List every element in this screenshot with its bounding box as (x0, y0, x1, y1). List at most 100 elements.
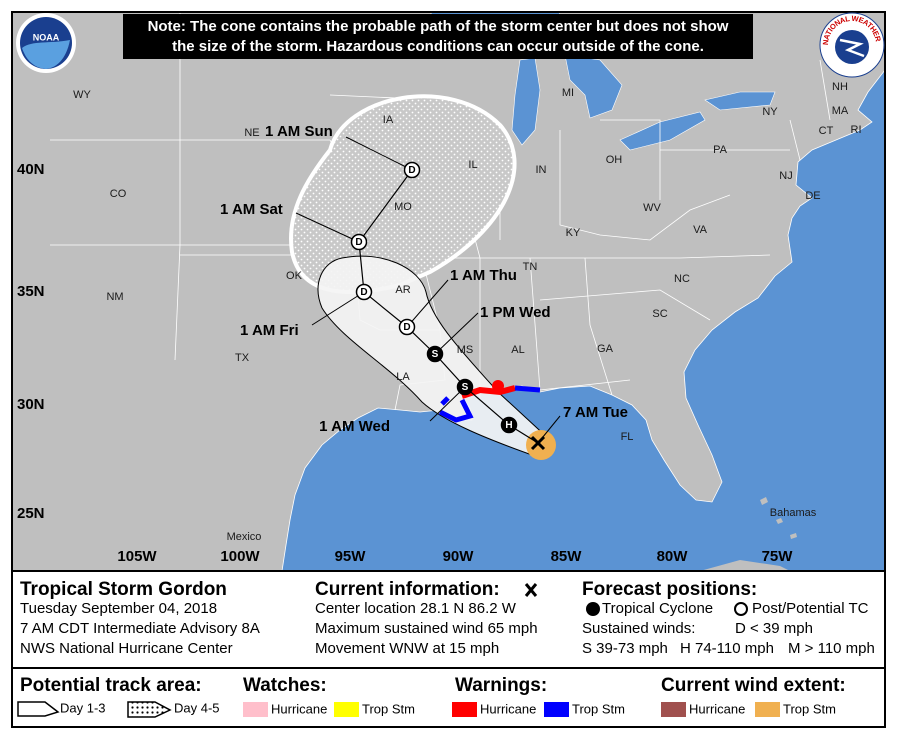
place-label: DE (805, 190, 820, 202)
time-pointer (295, 212, 360, 243)
ts-warning (440, 396, 450, 406)
forecast-time: 1 PM Wed (480, 304, 551, 321)
place-label: MI (562, 87, 574, 99)
place-label: WV (643, 202, 661, 214)
place-label: OH (606, 154, 623, 166)
warn-ts: Trop Stm (572, 701, 625, 716)
latitude-label: 35N (17, 283, 45, 300)
place-label: IN (536, 164, 547, 176)
forecast-time: 1 AM Sun (265, 123, 333, 140)
place-label: IL (468, 159, 477, 171)
forecast-point (350, 233, 368, 251)
bahamas (760, 497, 797, 539)
storm-date: Tuesday September 04, 2018 (20, 600, 217, 617)
watch-ts: Trop Stm (362, 701, 415, 716)
storm-name: Tropical Storm Gordon (20, 579, 227, 600)
coastal-warnings (438, 380, 541, 423)
current-icon (524, 583, 538, 597)
place-label: NY (762, 106, 778, 118)
latitude-label: 25N (17, 505, 45, 522)
place-label: VA (693, 224, 708, 236)
map-labels: WY NE IA IL IN OH MI PA NY NH MA CT RI NJ DE CO MO KY WV VA… (17, 81, 862, 565)
note-line: the size of the storm. Hazardous conditi… (172, 38, 704, 55)
latitude-label: 40N (17, 161, 45, 178)
forecast-time: 1 AM Fri (240, 322, 299, 339)
day45-label: Day 4-5 (174, 700, 220, 715)
place-label: NJ (779, 170, 792, 182)
noaa-text: NOAA (33, 32, 60, 42)
place-label: TN (523, 261, 538, 273)
warn-hurricane: Hurricane (480, 701, 536, 716)
place-label: AL (511, 344, 524, 356)
hurricane-warning (492, 380, 504, 392)
longitude-label: 95W (335, 548, 367, 565)
place-label: NM (106, 291, 123, 303)
wind-heading: Current wind extent: (661, 675, 846, 696)
forecast-point (456, 378, 474, 396)
place-label: MS (457, 344, 474, 356)
day13-icon (17, 701, 60, 717)
hurricane-warning (461, 385, 516, 399)
forecast-letter: S (432, 349, 439, 360)
place-label: MO (394, 201, 412, 213)
longitude-label: 100W (220, 548, 260, 565)
ptc-label: Post/Potential TC (752, 600, 869, 617)
forecast-letter: D (360, 287, 367, 298)
wind-ts: Trop Stm (783, 701, 836, 716)
issuer: NWS National Hurricane Center (20, 640, 233, 657)
tc-label: Tropical Cyclone (602, 600, 713, 617)
day45-area (289, 94, 517, 294)
place-label: AR (395, 284, 410, 296)
longitude-label: 80W (657, 548, 689, 565)
day45-icon (127, 701, 172, 718)
forecast-point (403, 161, 421, 179)
place-label: NE (244, 127, 259, 139)
map (12, 12, 885, 571)
latitude-label: 30N (17, 396, 45, 413)
place-label: FL (621, 431, 634, 443)
wind-m: M > 110 mph (788, 640, 875, 657)
watch-hurricane: Hurricane (271, 701, 327, 716)
place-label: RI (851, 124, 862, 136)
wind-s: S 39-73 mph (582, 640, 668, 657)
noaa-logo: NOAA (16, 13, 76, 73)
forecast-time: 1 AM Thu (450, 267, 517, 284)
watch-hurricane-swatch (243, 702, 268, 717)
warn-ts-swatch (544, 702, 569, 717)
forecast-letter: S (462, 382, 469, 393)
place-label: GA (597, 343, 614, 355)
current-time: 7 AM Tue (563, 404, 628, 421)
forecast-letter: D (355, 237, 362, 248)
time-pointer (434, 312, 479, 355)
wind-h: H 74-110 mph (680, 640, 774, 657)
place-label: MA (832, 105, 849, 117)
forecast-point (426, 345, 444, 363)
current-line: Center location 28.1 N 86.2 W (315, 600, 517, 617)
forecast-letter: H (505, 420, 512, 431)
warn-hurricane-swatch (452, 702, 477, 717)
wind-hurricane-swatch (661, 702, 686, 717)
forecast-point (355, 283, 373, 301)
ts-warning (514, 385, 541, 393)
current-line: Maximum sustained wind 65 mph (315, 620, 538, 637)
forecast-letter: D (408, 165, 415, 176)
time-pointer (345, 136, 413, 171)
place-label: OK (286, 270, 303, 282)
land (12, 12, 885, 571)
ptc-icon (734, 602, 748, 616)
current-position (530, 435, 546, 451)
wind-d: D < 39 mph (735, 620, 813, 637)
warnings-heading: Warnings: (455, 675, 547, 696)
winds-label: Sustained winds: (582, 620, 695, 637)
advisory: 7 AM CDT Intermediate Advisory 8A (20, 620, 260, 637)
time-pointer (406, 279, 449, 328)
place-label: PA (713, 144, 728, 156)
tc-icon (586, 602, 600, 616)
place-label: TX (235, 352, 250, 364)
track-line (358, 169, 539, 444)
place-label: WY (73, 89, 91, 101)
note-box (123, 14, 753, 59)
longitude-label: 75W (762, 548, 794, 565)
forecast-point (398, 318, 416, 336)
